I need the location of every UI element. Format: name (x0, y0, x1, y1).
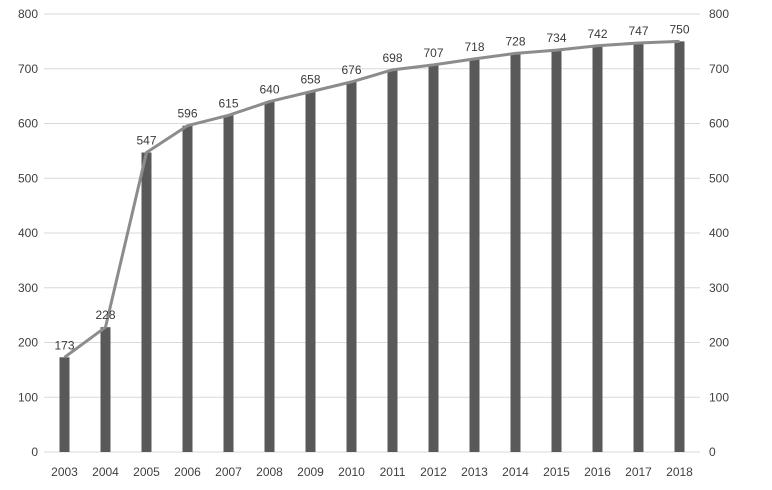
data-label-2014: 728 (505, 34, 525, 48)
y-tick-label: 0 (31, 445, 38, 459)
bar-2009 (305, 91, 316, 453)
data-label-2015: 734 (546, 31, 566, 45)
x-tick-label: 2012 (420, 465, 447, 479)
x-tick-label: 2011 (380, 465, 406, 479)
data-label-2004: 228 (95, 308, 115, 322)
bar-2008 (264, 101, 275, 452)
y2-tick-label: 300 (709, 281, 729, 295)
data-label-2007: 615 (218, 96, 238, 110)
x-tick-label: 2006 (174, 465, 201, 479)
data-label-2006: 596 (177, 107, 197, 121)
y2-tick-label: 500 (709, 171, 729, 185)
data-label-2011: 698 (382, 51, 402, 65)
data-label-2009: 658 (300, 73, 320, 87)
x-tick-label: 2017 (625, 465, 652, 479)
y2-tick-label: 600 (709, 117, 729, 131)
bar-2005 (141, 152, 152, 452)
y-tick-label: 200 (18, 336, 38, 350)
x-tick-label: 2004 (92, 465, 119, 479)
y-tick-label: 500 (18, 171, 38, 185)
data-label-2018: 750 (669, 22, 689, 36)
line-series-path (63, 39, 680, 359)
y-tick-label: 100 (18, 390, 38, 404)
y2-tick-label: 800 (709, 7, 729, 21)
x-axis: 2003 2004 2005 2006 2007 2008 2009 2010 2011 2012… (51, 465, 693, 479)
data-label-2010: 676 (341, 63, 361, 77)
bar-2006 (182, 125, 193, 452)
data-label-2005: 547 (136, 134, 156, 148)
bar-2017 (633, 43, 644, 452)
bar-2015 (551, 50, 562, 452)
x-tick-label: 2013 (461, 465, 488, 479)
data-label-2013: 718 (464, 40, 484, 54)
data-label-2003: 173 (54, 338, 74, 352)
y-tick-label: 600 (18, 117, 38, 131)
x-tick-label: 2005 (133, 465, 160, 479)
x-tick-label: 2015 (543, 465, 570, 479)
x-tick-label: 2016 (584, 465, 611, 479)
y2-tick-label: 200 (709, 336, 729, 350)
y-tick-label: 800 (18, 7, 38, 21)
gridlines (44, 13, 700, 453)
y2-tick-label: 100 (709, 390, 729, 404)
bar-2004 (100, 327, 111, 452)
x-tick-label: 2018 (666, 465, 693, 479)
bar-2013 (469, 58, 480, 453)
y-axis-left: 0 100 200 300 400 500 600 700 800 (18, 7, 38, 459)
bar-2003 (59, 357, 70, 452)
data-label-2017: 747 (628, 24, 648, 38)
line-series (63, 39, 680, 359)
bar-2007 (223, 115, 234, 452)
bar-2018 (674, 41, 685, 452)
data-label-2016: 742 (587, 27, 607, 41)
bar-2010 (346, 81, 357, 452)
x-tick-label: 2003 (51, 465, 78, 479)
y-tick-label: 300 (18, 281, 38, 295)
y2-tick-label: 400 (709, 226, 729, 240)
x-tick-label: 2008 (256, 465, 283, 479)
y2-tick-label: 700 (709, 62, 729, 76)
data-labels: 173 228 547 596 615 640 658 676 698 707 718 728 734 7… (54, 22, 689, 352)
bar-series (59, 41, 685, 453)
data-label-2012: 707 (423, 46, 443, 60)
bar-2011 (387, 69, 398, 452)
y-axis-right: 0 100 200 300 400 500 600 700 800 (709, 7, 729, 459)
bar-2016 (592, 45, 603, 452)
y-tick-label: 700 (18, 62, 38, 76)
x-tick-label: 2010 (338, 465, 365, 479)
data-label-2008: 640 (259, 83, 279, 97)
bar-2012 (428, 64, 439, 452)
x-tick-label: 2014 (502, 465, 529, 479)
y-tick-label: 400 (18, 226, 38, 240)
x-tick-label: 2007 (215, 465, 242, 479)
y2-tick-label: 0 (709, 445, 716, 459)
x-tick-label: 2009 (297, 465, 324, 479)
bar-2014 (510, 53, 521, 453)
